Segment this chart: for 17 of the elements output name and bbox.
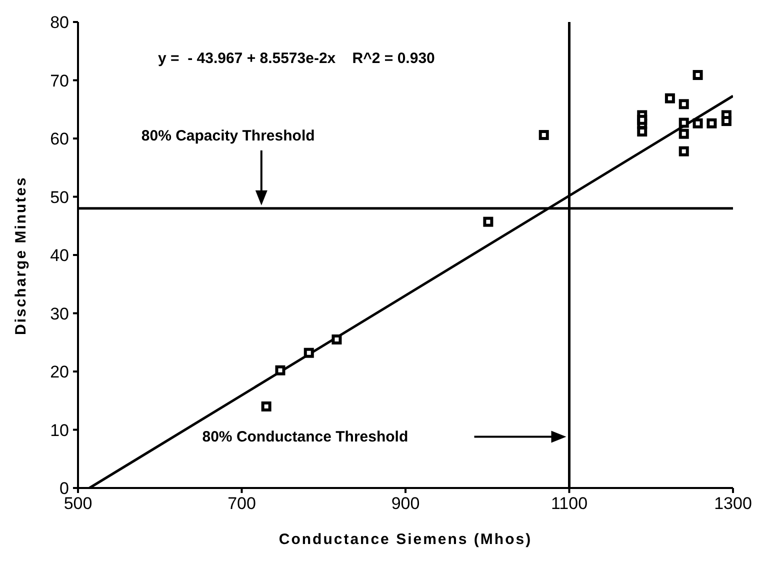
y-tick-label: 40 bbox=[50, 246, 69, 266]
y-tick-label: 80 bbox=[50, 13, 69, 32]
y-tick-label: 10 bbox=[50, 420, 69, 440]
annotation: 80% Conductance Threshold bbox=[202, 428, 408, 446]
y-axis-title: Discharge Minutes bbox=[12, 176, 30, 335]
y-tick-label: 70 bbox=[50, 71, 69, 90]
annotation: y = - 43.967 + 8.5573e-2x R^2 = 0.930 bbox=[158, 50, 435, 67]
x-tick-label: 900 bbox=[391, 494, 420, 514]
y-tick-label: 20 bbox=[50, 362, 69, 382]
x-tick-label: 1100 bbox=[550, 494, 588, 514]
annotation: 80% Capacity Threshold bbox=[141, 127, 315, 144]
x-tick-label: 700 bbox=[228, 494, 256, 514]
x-axis-title: Conductance Siemens (Mhos) bbox=[278, 531, 532, 548]
y-tick-label: 60 bbox=[50, 130, 69, 149]
x-tick-label: 1300 bbox=[714, 494, 752, 514]
y-tick-label: 30 bbox=[50, 304, 69, 324]
y-tick-label: 50 bbox=[50, 188, 69, 207]
